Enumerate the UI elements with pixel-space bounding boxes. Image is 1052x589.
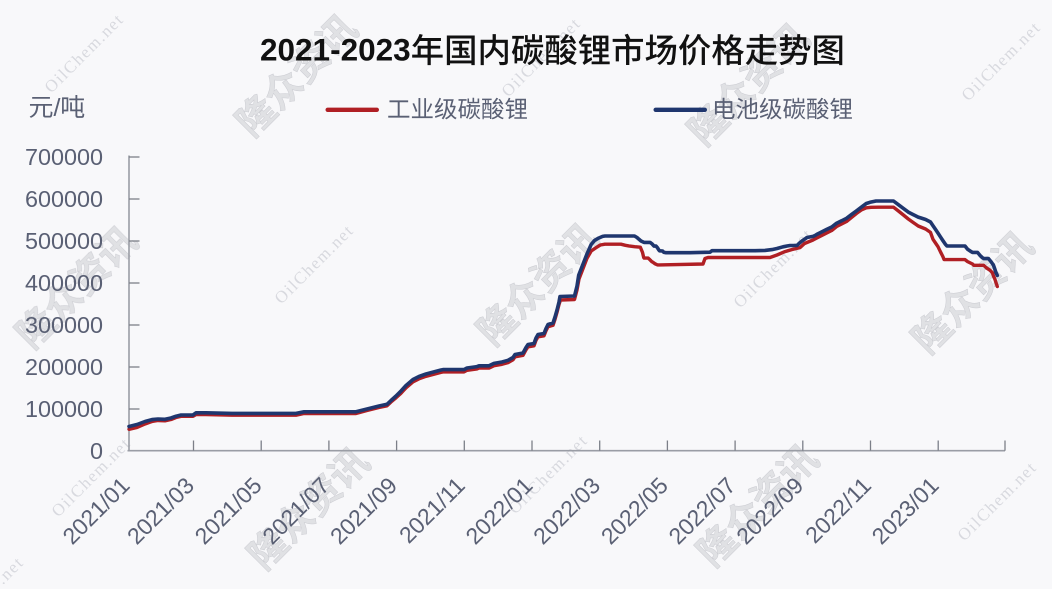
- svg-text:/: /: [54, 94, 61, 122]
- svg-text:500000: 500000: [25, 228, 103, 254]
- svg-text:700000: 700000: [25, 144, 103, 170]
- svg-text:600000: 600000: [25, 186, 103, 212]
- svg-text:200000: 200000: [25, 354, 103, 380]
- svg-text:2021-2023: 2021-2023: [260, 32, 411, 68]
- svg-text:300000: 300000: [25, 312, 103, 338]
- svg-text:100000: 100000: [25, 396, 103, 422]
- svg-text:0: 0: [90, 438, 103, 464]
- svg-text:400000: 400000: [25, 270, 103, 296]
